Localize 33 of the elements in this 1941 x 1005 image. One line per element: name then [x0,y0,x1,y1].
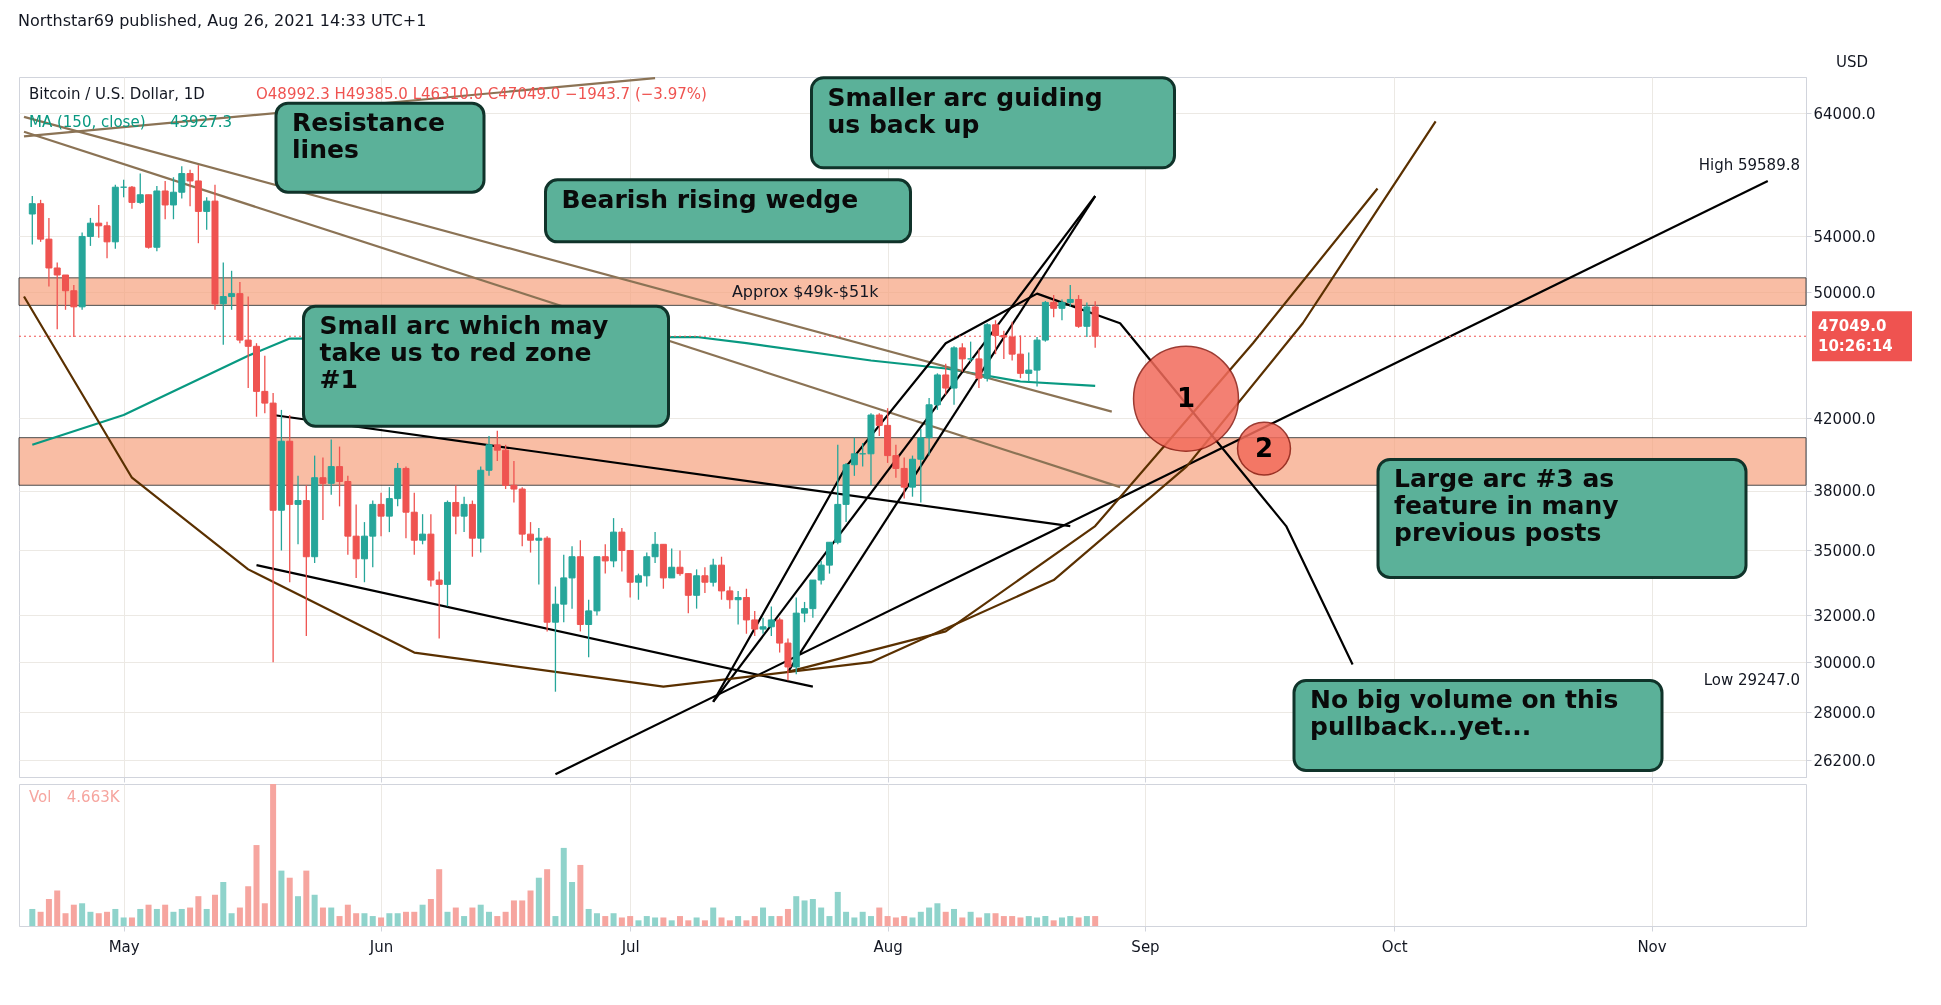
annotation: Bearish rising wedge [561,184,859,214]
x-tick-label: Sep [1131,937,1160,956]
annotation: No big volume on this pullback...yet... [1310,685,1619,742]
annotation: Low 29247.0 [1703,671,1800,689]
text: Vol [29,788,52,806]
y-tick-label: 42000.0 [1813,409,1876,428]
chart-subtitle: Northstar69 published, Aug 26, 2021 14:33 UTC+1 [18,10,427,30]
band-label: Approx $49k-$51k [731,281,880,301]
y-tick-label: 28000.0 [1813,703,1876,722]
annotation: Large arc #3 as feature in many previous posts [1394,464,1619,548]
x-tick-label: May [108,937,140,956]
y-tick-label: 26200.0 [1813,751,1876,770]
annotation: 4.663K [66,788,121,806]
annotation: Smaller arc guiding us back up [827,82,1103,139]
y-tick-label: 30000.0 [1813,653,1876,672]
x-tick-label: Nov [1637,937,1667,956]
y-tick-label: 35000.0 [1813,542,1876,560]
ref-line-label: 47049.0 10:26:14 [1818,317,1893,356]
annotation: Resistance lines [292,108,445,165]
y-tick-label: 32000.0 [1813,606,1876,625]
x-tick-label: Aug [873,937,903,956]
annotation: Small arc which may take us to red zone #1 [319,311,609,395]
x-tick-label: Jul [620,937,640,956]
y-tick-label: 50000.0 [1813,283,1876,302]
annotation: High 59589.8 [1698,156,1800,174]
y-tick-label: 64000.0 [1813,104,1876,123]
annotation: 2 [1254,432,1274,463]
text: Bitcoin / U.S. Dollar, 1D [29,85,205,103]
y-tick-label: 38000.0 [1813,482,1876,501]
x-tick-label: Jun [368,937,394,956]
x-tick-label: Oct [1381,937,1408,956]
y-axis-title: USD [1836,53,1869,71]
y-tick-label: 54000.0 [1813,227,1876,246]
